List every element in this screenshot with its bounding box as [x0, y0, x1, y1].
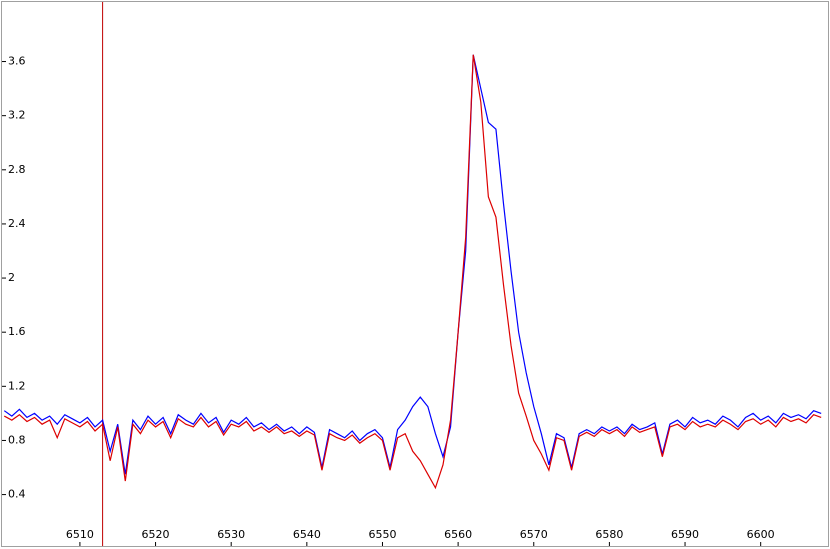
x-tick-label: 6570 — [520, 528, 548, 541]
y-tick-label: 3.6 — [8, 55, 26, 68]
x-tick-label: 6530 — [217, 528, 245, 541]
y-tick-label: 1.2 — [8, 379, 26, 392]
x-tick-label: 6550 — [368, 528, 396, 541]
x-tick-label: 6560 — [444, 528, 472, 541]
x-tick-label: 6590 — [671, 528, 699, 541]
y-tick-label: 0.4 — [8, 488, 26, 501]
y-tick-label: 3.2 — [8, 109, 26, 122]
y-tick-label: 2 — [8, 271, 15, 284]
series-line — [3, 54, 822, 475]
y-tick-label: 1.6 — [8, 325, 26, 338]
x-tick-label: 6580 — [595, 528, 623, 541]
y-tick-label: 0.8 — [8, 433, 26, 446]
x-tick-label: 6540 — [293, 528, 321, 541]
x-tick-label: 6510 — [66, 528, 94, 541]
y-tick-label: 2.8 — [8, 163, 26, 176]
x-tick-label: 6600 — [747, 528, 775, 541]
x-tick-label: 6520 — [142, 528, 170, 541]
y-tick-label: 2.4 — [8, 217, 26, 230]
series-line — [3, 54, 822, 490]
